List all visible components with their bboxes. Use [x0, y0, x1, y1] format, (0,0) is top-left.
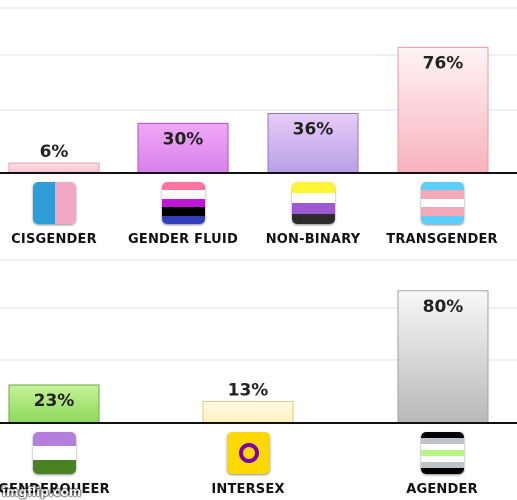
category-label-agender: AGENDER [406, 482, 478, 497]
flag-stripe [33, 432, 76, 446]
data-label: 30% [163, 129, 204, 149]
bar-cisgender [8, 162, 100, 174]
flag-stripe [33, 446, 76, 460]
genderqueer-flag-icon [33, 432, 76, 474]
bar-gender-fluid [137, 122, 229, 174]
category-label-non-binary: NON-BINARY [265, 232, 361, 247]
flag-stripe [421, 215, 464, 224]
transgender-flag-icon [421, 182, 464, 224]
flag-stripe [54, 182, 76, 224]
flag-stripe [162, 207, 205, 216]
bar-transgender [397, 46, 489, 174]
bar-non-binary [267, 112, 359, 174]
flag-stripe [421, 462, 464, 468]
category-label-cisgender: CISGENDER [11, 232, 97, 247]
bar-genderqueer [8, 384, 100, 424]
cisgender-flag-icon [33, 182, 76, 224]
data-label: 13% [228, 381, 269, 401]
data-label: 76% [423, 53, 464, 73]
flag-stripe [292, 203, 335, 214]
flag-stripe [421, 432, 464, 438]
data-label: 23% [34, 391, 75, 411]
nonbinary-flag-icon [292, 182, 335, 224]
bar-agender [397, 290, 489, 424]
data-label: 80% [423, 297, 464, 317]
flag-stripe [421, 468, 464, 474]
category-label-genderqueer: GENDERQUEER [0, 482, 110, 497]
watermark: imgflip.com [2, 485, 82, 499]
category-label-transgender: TRANSGENDER [386, 232, 498, 247]
intersex-ring-icon [238, 443, 259, 463]
flag-stripe [292, 192, 335, 203]
flag-stripe [162, 182, 205, 191]
flag-stripe [33, 182, 55, 224]
data-label: 6% [40, 142, 69, 162]
category-label-intersex: INTERSEX [211, 482, 285, 497]
flag-stripe [421, 456, 464, 462]
flag-stripe [162, 198, 205, 208]
flag-stripe [421, 207, 464, 216]
flag-stripe [421, 182, 464, 191]
flag-stripe [421, 444, 464, 450]
flag-stripe [292, 213, 335, 224]
flag-stripe [421, 438, 464, 444]
agender-flag-icon [421, 432, 464, 474]
bar-intersex [202, 401, 294, 424]
flag-stripe [162, 190, 205, 199]
genderfluid-flag-icon [162, 182, 205, 224]
flag-stripe [421, 190, 464, 199]
flag-stripe [421, 450, 464, 456]
intersex-flag-icon [227, 432, 270, 474]
flag-stripe [292, 182, 335, 193]
flag-stripe [421, 198, 464, 208]
category-label-gender-fluid: GENDER FLUID [128, 232, 238, 247]
data-label: 36% [293, 119, 334, 139]
flag-stripe [162, 215, 205, 224]
flag-stripe [33, 460, 76, 474]
